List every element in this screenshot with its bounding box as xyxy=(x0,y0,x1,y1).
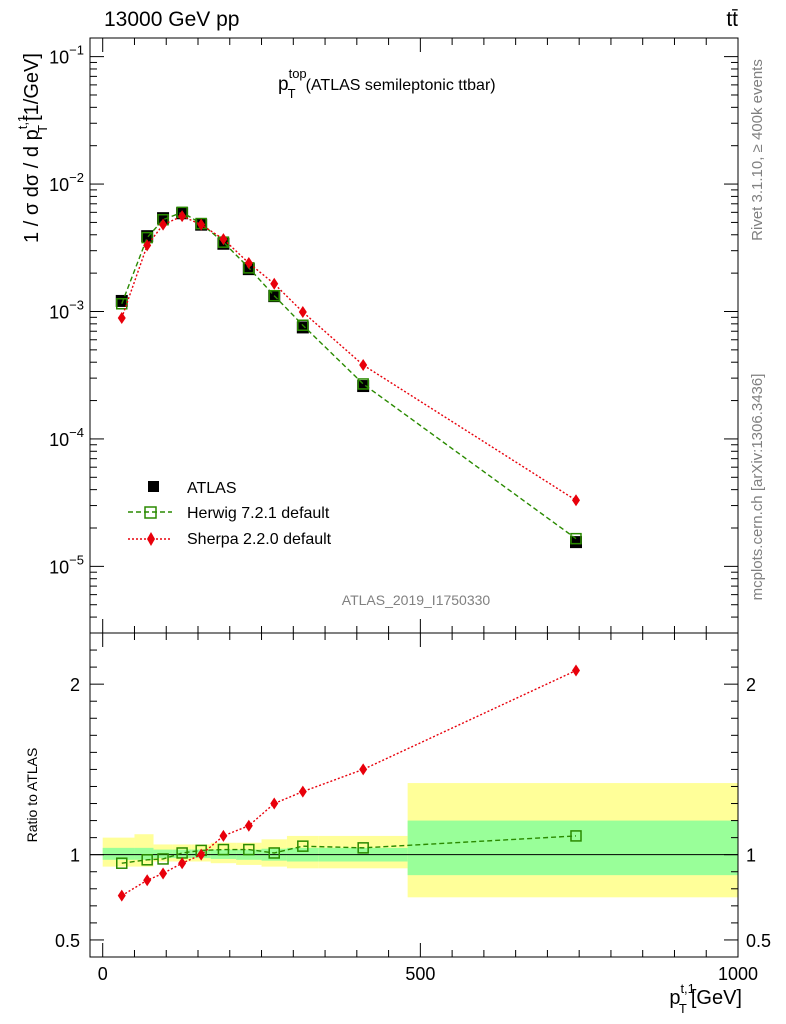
main-y-tick-label-3: 10−2 xyxy=(49,170,84,195)
x-axis-label-sub: T xyxy=(679,1001,687,1016)
sherpa-point-0 xyxy=(117,311,126,324)
main-plot-frame: 10−5 10−4 10−3 10−2 10−1 xyxy=(49,37,739,634)
sherpa-point-10 xyxy=(572,494,580,507)
ratio-y-tick-label-right-0: 0.5 xyxy=(746,931,771,951)
main-y-axis-label: 1 / σ dσ / d pt,1 T[1/GeV] xyxy=(15,53,50,243)
main-y-tick-label-2: 10−3 xyxy=(49,297,84,322)
legend-label-herwig: Herwig 7.2.1 default xyxy=(187,505,330,522)
herwig-ratio-point-6 xyxy=(243,843,255,856)
plot-title-rest: (ATLAS semileptonic ttbar) xyxy=(306,77,496,94)
sherpa-point-1 xyxy=(143,239,152,252)
herwig-ratio-point-7 xyxy=(268,847,280,859)
rivet-label: Rivet 3.1.10, ≥ 400k events xyxy=(749,59,766,241)
atlas-point-10 xyxy=(570,536,582,549)
x-axis-label-unit: [GeV] xyxy=(691,987,742,1009)
series-layer xyxy=(115,206,582,902)
legend-marker-atlas xyxy=(148,481,159,492)
mcplots-label: mcplots.cern.ch [arXiv:1306.3436] xyxy=(749,374,766,601)
x-axis-label: pt,1 T [GeV] xyxy=(669,981,742,1016)
herwig-ratio-point-2 xyxy=(157,853,169,865)
band-inner-3 xyxy=(172,849,192,859)
main-y-tick-label-0: 10−5 xyxy=(49,552,84,577)
sherpa-point-2 xyxy=(159,218,168,231)
process-label: tt̄ xyxy=(726,8,738,31)
sherpa-ratio-point-8 xyxy=(298,785,307,798)
sherpa-ratio-point-0 xyxy=(117,889,126,902)
sherpa-point-7 xyxy=(270,277,279,290)
main-y-axis-label-unit: [1/GeV] xyxy=(21,53,43,121)
sherpa-ratio-line xyxy=(121,669,577,897)
legend-label-atlas: ATLAS xyxy=(187,480,237,497)
herwig-ratio-point-0 xyxy=(116,857,128,869)
collision-label: 13000 GeV pp xyxy=(104,8,239,31)
main-y-axis-label-sub: T xyxy=(35,125,50,133)
sherpa-ratio-point-6 xyxy=(244,819,253,832)
herwig-point-8 xyxy=(297,319,309,331)
atlas-point-9 xyxy=(357,380,370,393)
atlas-point-0 xyxy=(115,294,128,307)
x-tick-label-2: 1000 xyxy=(718,964,758,984)
sherpa-ratio-point-7 xyxy=(270,797,279,810)
x-tick-label-1: 500 xyxy=(405,964,435,984)
sherpa-point-9 xyxy=(359,359,368,372)
plot-title-sub: T xyxy=(288,86,296,101)
x-axis-label-sup: t,1 xyxy=(680,981,694,996)
legend-marker-herwig xyxy=(144,506,157,519)
ratio-uncertainty-bands xyxy=(102,783,738,898)
legend-marker-sherpa xyxy=(147,532,155,546)
herwig-point-9 xyxy=(357,378,369,390)
sherpa-line xyxy=(121,215,577,501)
herwig-ratio-point-9 xyxy=(357,842,369,854)
herwig-point-7 xyxy=(268,289,280,302)
main-y-axis-label-sup: t,1 xyxy=(15,115,30,129)
ratio-y-tick-label-left-1: 1 xyxy=(70,846,80,866)
plot-title-sup: top xyxy=(289,66,307,81)
sherpa-point-6 xyxy=(244,257,253,270)
legend-label-sherpa: Sherpa 2.2.0 default xyxy=(187,531,332,548)
ratio-y-axis-label: Ratio to ATLAS xyxy=(24,748,40,843)
ratio-y-tick-label-right-1: 1 xyxy=(746,846,756,866)
herwig-ratio-point-1 xyxy=(141,854,153,866)
x-tick-label-0: 0 xyxy=(98,964,108,984)
band-inner-0 xyxy=(102,847,135,860)
herwig-point-0 xyxy=(116,298,128,310)
ratio-y-tick-label-left-0: 0.5 xyxy=(55,931,80,951)
ratio-y-tick-label-right-2: 2 xyxy=(746,675,756,695)
band-inner-10 xyxy=(407,820,738,876)
plot-title: ptop T (ATLAS semileptonic ttbar) xyxy=(278,66,496,101)
sherpa-ratio-point-2 xyxy=(159,867,168,880)
ratio-plot-border xyxy=(89,632,739,958)
sherpa-ratio-point-10 xyxy=(572,664,580,677)
sherpa-ratio-point-9 xyxy=(359,763,368,776)
sherpa-point-3 xyxy=(178,210,187,223)
main-y-tick-label-4: 10−1 xyxy=(49,43,84,68)
sherpa-point-4 xyxy=(197,218,206,231)
sherpa-ratio-point-1 xyxy=(143,874,152,887)
sherpa-ratio-point-4 xyxy=(197,848,206,861)
herwig-ratio-point-8 xyxy=(297,840,309,852)
legend: ATLAS Herwig 7.2.1 default Sherpa 2.2.0 … xyxy=(128,480,332,548)
sherpa-ratio-point-5 xyxy=(219,829,228,842)
herwig-ratio-point-5 xyxy=(217,843,230,856)
sherpa-point-5 xyxy=(219,233,228,246)
band-inner-1 xyxy=(134,847,154,860)
atlas-point-8 xyxy=(296,321,309,334)
herwig-point-10 xyxy=(570,532,582,545)
sherpa-point-8 xyxy=(298,306,307,319)
main-y-tick-label-1: 10−4 xyxy=(49,425,84,450)
sherpa-ratio-point-3 xyxy=(178,857,187,870)
herwig-ratio-point-10 xyxy=(570,830,582,842)
ratio-y-tick-label-left-2: 2 xyxy=(70,675,80,695)
analysis-watermark: ATLAS_2019_I1750330 xyxy=(342,592,491,608)
